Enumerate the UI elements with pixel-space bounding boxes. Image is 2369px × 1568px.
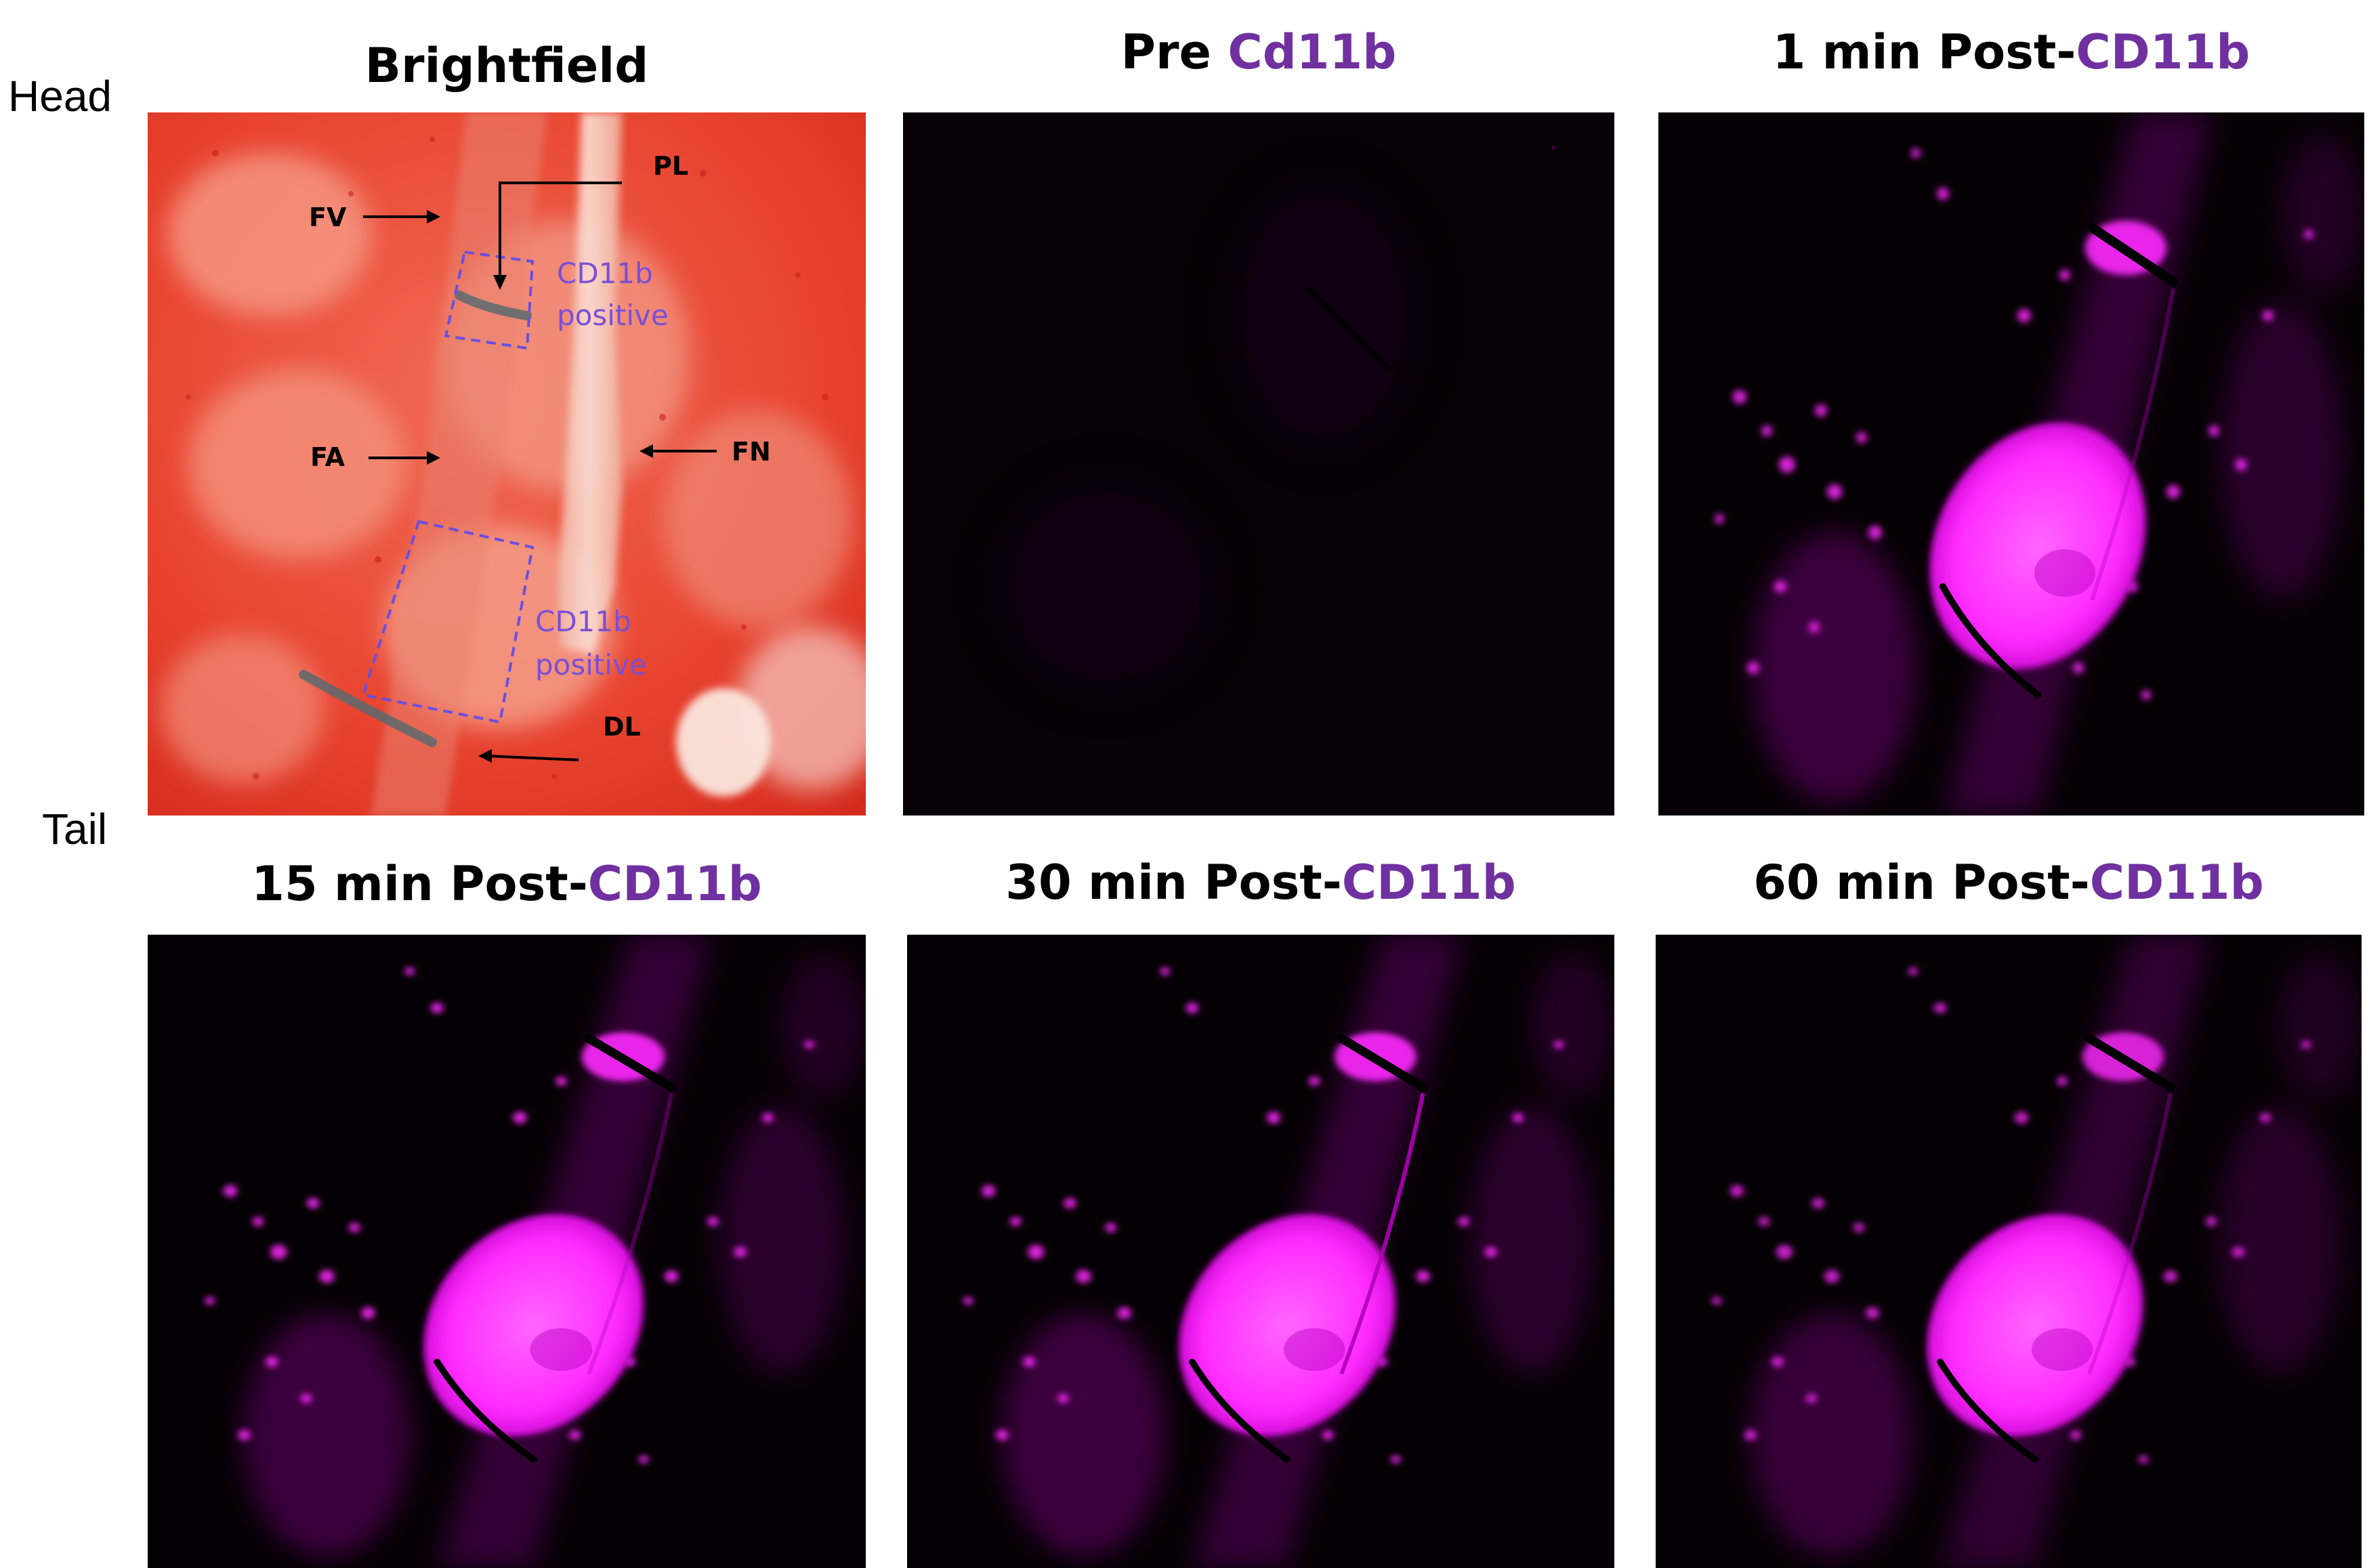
label-pl: PL — [653, 151, 688, 181]
brightfield-image: FV PL FA FN DL CD11b positive CD11b posi… — [148, 112, 866, 815]
label-dl: DL — [603, 712, 641, 742]
roi-label-upper-line1: CD11b — [557, 257, 653, 290]
title-post-1min: 1 min Post-CD11b — [1772, 24, 2250, 80]
title-post-15min: 15 min Post-CD11b — [251, 856, 762, 912]
pre-cd11b-image — [903, 112, 1614, 815]
label-fn: FN — [732, 437, 771, 467]
roi-label-lower-line1: CD11b — [535, 605, 631, 638]
title-post-60min: 60 min Post-CD11b — [1753, 855, 2264, 910]
roi-box-upper — [444, 250, 534, 350]
label-fv: FV — [309, 203, 347, 232]
roi-label-upper-line2: positive — [557, 299, 669, 332]
post-30min-cd11b-image — [907, 935, 1614, 1568]
title-post-30min: 30 min Post-CD11b — [1005, 855, 1516, 910]
post-1min-cd11b-image — [1658, 112, 2364, 815]
label-fa: FA — [310, 442, 345, 472]
head-label: Head — [8, 72, 112, 121]
title-brightfield: Brightfield — [364, 38, 649, 93]
post-15min-cd11b-image — [148, 935, 866, 1568]
roi-label-lower-line2: positive — [535, 648, 647, 681]
title-pre: Pre Cd11b — [1120, 24, 1397, 80]
post-60min-cd11b-image — [1656, 935, 2362, 1568]
tail-label: Tail — [42, 805, 108, 853]
